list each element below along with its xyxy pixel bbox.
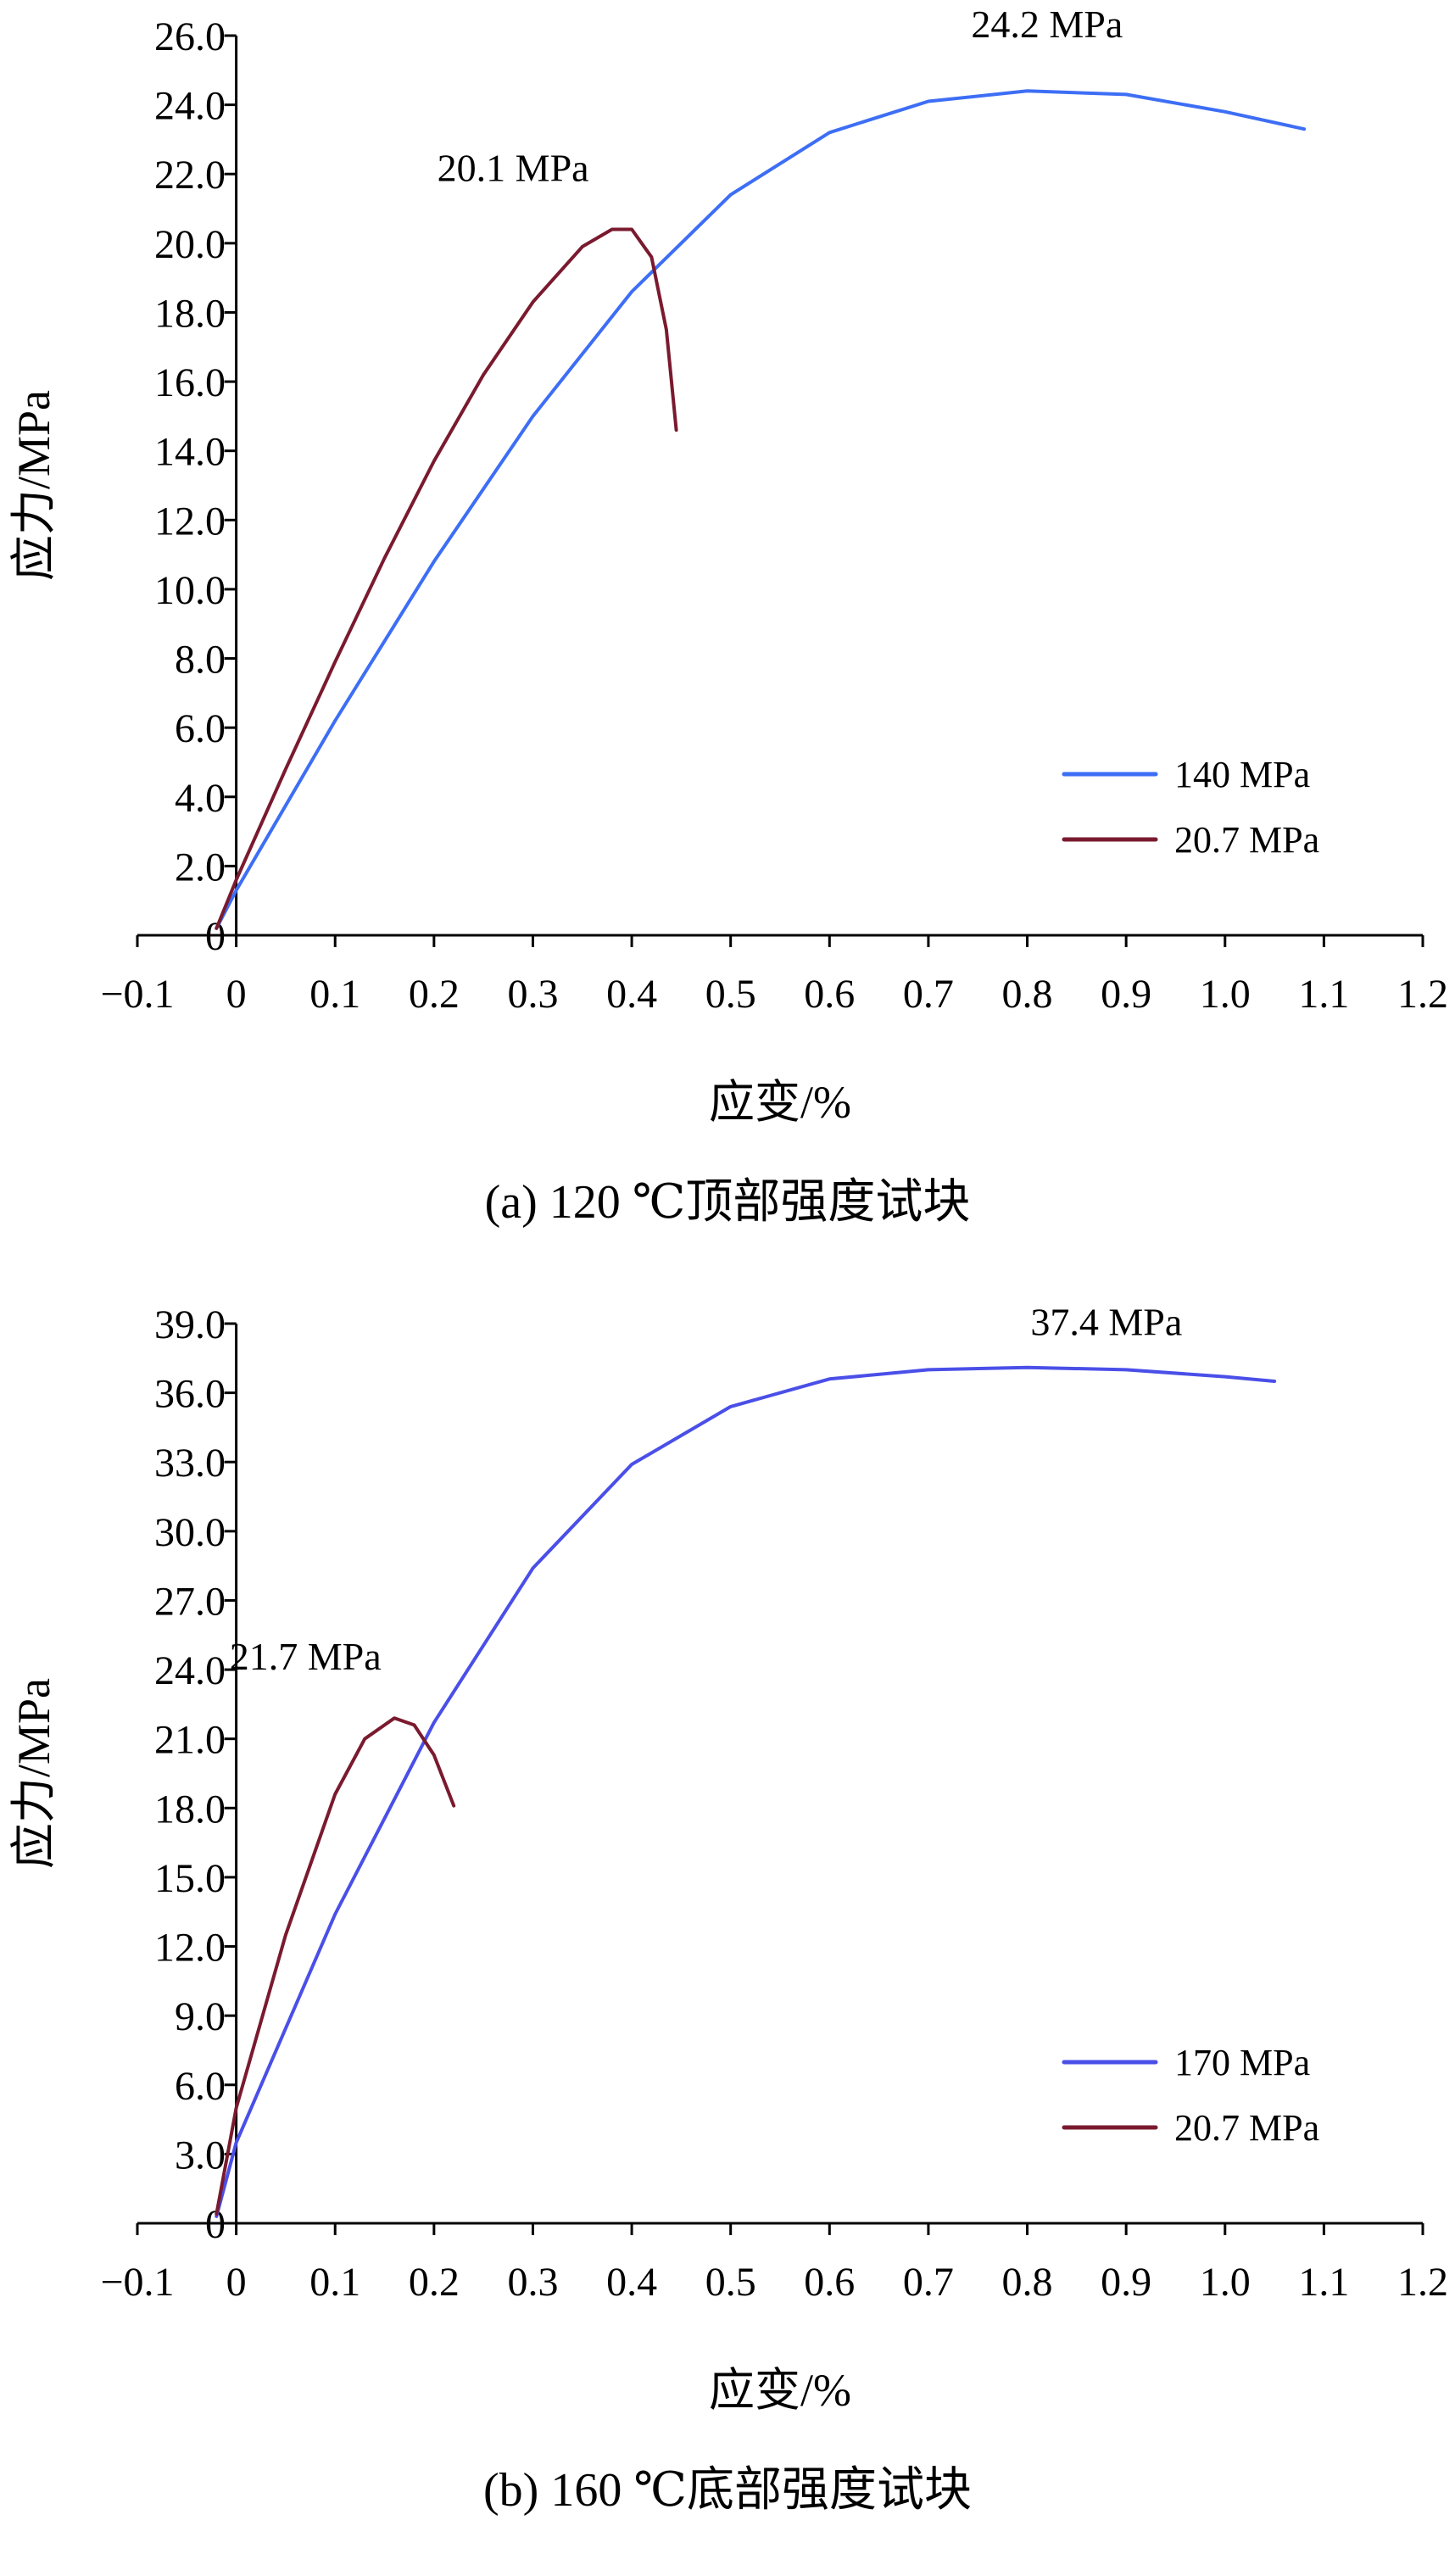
x-axis-title: 应变/% (709, 2365, 851, 2416)
x-tick-label: 0.2 (409, 2260, 460, 2305)
y-tick-label: 0 (205, 914, 226, 959)
x-tick-label: 0.4 (606, 2260, 657, 2305)
x-tick-label: 1.2 (1397, 972, 1448, 1017)
legend-label-1: 170 MPa (1174, 2042, 1310, 2083)
x-tick-label: 0 (226, 972, 247, 1017)
x-tick-label: 0.2 (409, 972, 460, 1017)
x-tick-label: 0.5 (705, 972, 756, 1017)
y-tick-label: 24.0 (154, 84, 226, 129)
x-tick-label: 1.1 (1298, 2260, 1349, 2305)
y-tick-label: 18.0 (154, 291, 226, 336)
y-tick-label: 10.0 (154, 568, 226, 613)
y-tick-label: 6.0 (175, 706, 226, 751)
x-tick-label: 1.0 (1200, 2260, 1251, 2305)
y-tick-label: 18.0 (154, 1787, 226, 1832)
y-tick-label: 16.0 (154, 360, 226, 405)
x-tick-label: 0.7 (903, 972, 954, 1017)
chart-b: −0.1 0 0.1 0.2 0.3 0.4 0.5 0.6 0.7 0.8 0.9 1.0 1.1 1.… (8, 1301, 1448, 2517)
x-tick-label: 1.0 (1200, 972, 1251, 1017)
x-tick-label: 0.1 (309, 2260, 360, 2305)
figure-caption: (a) 120 ℃顶部强度试块 (485, 1176, 971, 1229)
peak-annotation: 24.2 MPa (971, 3, 1123, 46)
y-tick-label: 36.0 (154, 1372, 226, 1417)
y-tick-label: 15.0 (154, 1856, 226, 1901)
x-tick-label: 1.1 (1298, 972, 1349, 1017)
x-tick-label: 0.4 (606, 972, 657, 1017)
y-tick-label: 12.0 (154, 1926, 226, 1971)
y-tick-label: 22.0 (154, 153, 226, 198)
y-tick-label: 39.0 (154, 1302, 226, 1347)
x-tick-label: 1.2 (1397, 2260, 1448, 2305)
x-tick-label: 0.6 (804, 972, 855, 1017)
x-tick-label: 0.6 (804, 2260, 855, 2305)
y-tick-label: 20.0 (154, 222, 226, 267)
chart-a: −0.1 0 0.1 0.2 0.3 0.4 0.5 0.6 0.7 0.8 0.9 1.0 1.1 1.… (8, 3, 1448, 1229)
figure-caption: (b) 160 ℃底部强度试块 (483, 2464, 972, 2517)
y-tick-label: 33.0 (154, 1441, 226, 1486)
y-tick-label: 12.0 (154, 499, 226, 544)
y-tick-label: 6.0 (175, 2064, 226, 2109)
series-line-2 (215, 1716, 456, 2216)
y-tick-label: 3.0 (175, 2133, 226, 2177)
series-line-1 (215, 89, 1307, 930)
y-tick-label: 26.0 (154, 14, 226, 59)
x-tick-label: 0.3 (507, 2260, 558, 2305)
x-tick-label: 0.8 (1002, 972, 1053, 1017)
x-tick-label: 0 (226, 2260, 247, 2305)
peak-annotation: 20.1 MPa (438, 146, 589, 189)
series-line-2 (215, 227, 678, 930)
y-tick-label: 9.0 (175, 1994, 226, 2039)
x-tick-label: 0.9 (1101, 972, 1151, 1017)
legend-label-2: 20.7 MPa (1174, 2107, 1319, 2149)
y-tick-label: 0 (205, 2202, 226, 2247)
x-tick-label: 0.9 (1101, 2260, 1151, 2305)
series-line-1 (215, 1365, 1277, 2218)
x-tick-label: 0.7 (903, 2260, 954, 2305)
y-tick-label: 24.0 (154, 1648, 226, 1693)
x-tick-label: −0.1 (100, 2260, 174, 2305)
y-tick-label: 2.0 (175, 845, 226, 889)
y-tick-label: 8.0 (175, 638, 226, 683)
y-axis-title: 应力/MPa (8, 1678, 59, 1869)
y-tick-label: 30.0 (154, 1510, 226, 1555)
legend-label-1: 140 MPa (1174, 754, 1310, 795)
peak-annotation: 21.7 MPa (230, 1635, 382, 1678)
y-tick-label: 27.0 (154, 1579, 226, 1624)
y-tick-label: 4.0 (175, 776, 226, 821)
y-tick-label: 14.0 (154, 430, 226, 475)
legend-label-2: 20.7 MPa (1174, 819, 1319, 861)
y-axis-title: 应力/MPa (8, 390, 59, 581)
x-tick-label: −0.1 (100, 972, 174, 1017)
x-tick-label: 0.1 (309, 972, 360, 1017)
x-tick-label: 0.5 (705, 2260, 756, 2305)
y-tick-label: 21.0 (154, 1718, 226, 1763)
peak-annotation: 37.4 MPa (1030, 1301, 1182, 1344)
x-tick-label: 0.3 (507, 972, 558, 1017)
x-tick-label: 0.8 (1002, 2260, 1053, 2305)
x-axis-title: 应变/% (709, 1077, 851, 1128)
